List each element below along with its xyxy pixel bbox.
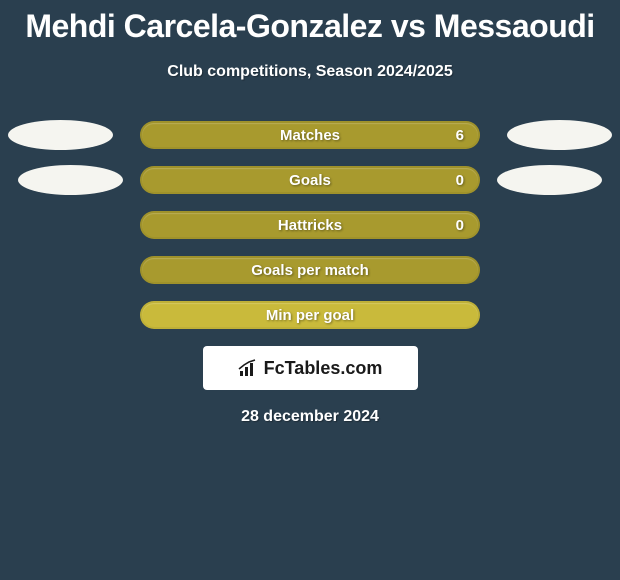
stats-bars: Matches 6 Goals 0 Hattricks 0 Goals per …	[0, 121, 620, 329]
logo-box: FcTables.com	[203, 346, 418, 390]
page-title: Mehdi Carcela-Gonzalez vs Messaoudi	[0, 0, 620, 45]
bar-row-matches: Matches 6	[0, 121, 620, 149]
stat-bar: Matches 6	[140, 121, 480, 149]
bar-label: Min per goal	[266, 307, 354, 324]
ellipse-left	[18, 165, 123, 195]
bar-row-min-per-goal: Min per goal	[0, 301, 620, 329]
stat-bar: Goals per match	[140, 256, 480, 284]
bar-value: 0	[456, 217, 464, 234]
ellipse-right	[497, 165, 602, 195]
subtitle: Club competitions, Season 2024/2025	[0, 63, 620, 81]
stat-bar: Min per goal	[140, 301, 480, 329]
stat-bar: Hattricks 0	[140, 211, 480, 239]
bar-row-hattricks: Hattricks 0	[0, 211, 620, 239]
bar-label: Goals	[289, 172, 331, 189]
stat-bar: Goals 0	[140, 166, 480, 194]
bar-row-goals-per-match: Goals per match	[0, 256, 620, 284]
logo: FcTables.com	[238, 358, 383, 379]
bar-value: 6	[456, 127, 464, 144]
date: 28 december 2024	[0, 408, 620, 426]
bar-label: Matches	[280, 127, 340, 144]
bar-row-goals: Goals 0	[0, 166, 620, 194]
bar-label: Hattricks	[278, 217, 342, 234]
bar-label: Goals per match	[251, 262, 369, 279]
logo-brand: FcTables.com	[264, 358, 383, 379]
ellipse-right	[507, 120, 612, 150]
chart-icon	[238, 359, 258, 377]
ellipse-left	[8, 120, 113, 150]
bar-value: 0	[456, 172, 464, 189]
